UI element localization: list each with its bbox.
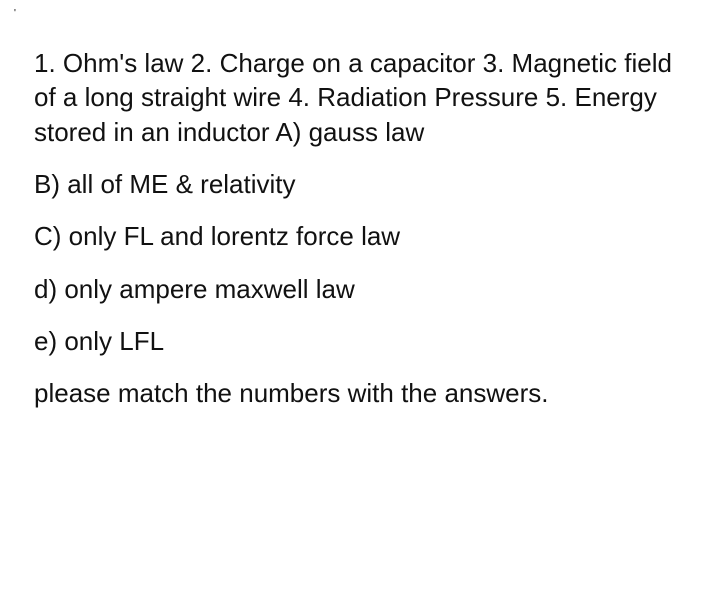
corner-mark: ' [14, 8, 16, 19]
text-line: please match the numbers with the answer… [34, 376, 675, 410]
text-line: B) all of ME & relativity [34, 167, 675, 201]
instruction-paragraph: please match the numbers with the answer… [34, 376, 675, 410]
option-d: d) only ampere maxwell law [34, 272, 675, 306]
text-line: e) only LFL [34, 324, 675, 358]
option-b: B) all of ME & relativity [34, 167, 675, 201]
text-line: d) only ampere maxwell law [34, 272, 675, 306]
question-intro-paragraph: 1. Ohm's law 2. Charge on a capacitor 3.… [34, 46, 675, 149]
text-line: 1. Ohm's law 2. Charge on a capacitor 3.… [34, 46, 675, 149]
text-line: C) only FL and lorentz force law [34, 219, 675, 253]
option-c: C) only FL and lorentz force law [34, 219, 675, 253]
option-e: e) only LFL [34, 324, 675, 358]
